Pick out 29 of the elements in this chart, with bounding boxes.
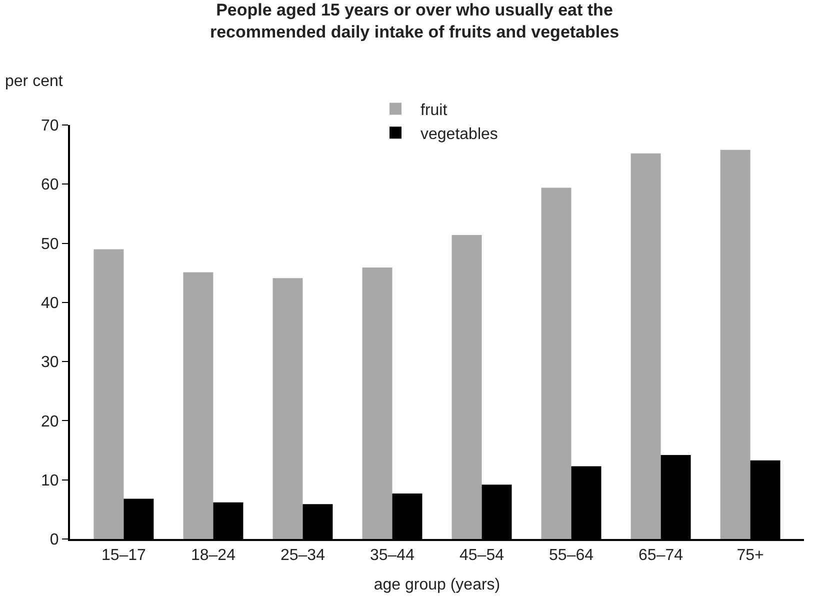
chart-title: People aged 15 years or over who usually eat the recommended daily intake of fruits and vegetables <box>210 0 620 42</box>
x-axis-title: age group (years) <box>374 576 500 594</box>
bar <box>452 235 482 539</box>
y-tick-label: 60 <box>41 176 59 194</box>
legend-label: fruit <box>420 102 448 120</box>
x-tick-label: 45–54 <box>460 547 504 564</box>
y-tick-label: 30 <box>41 354 59 372</box>
y-tick-label: 0 <box>50 532 59 549</box>
x-tick-label: 35–44 <box>370 547 415 564</box>
y-tick-label: 20 <box>41 413 59 430</box>
y-tick-label: 40 <box>41 295 59 312</box>
bar <box>183 272 214 539</box>
y-tick-label: 10 <box>41 472 59 490</box>
bar <box>541 188 572 539</box>
x-tick-label: 25–34 <box>280 547 326 564</box>
x-tick-label: 18–24 <box>190 547 236 564</box>
bar <box>362 268 392 539</box>
bar <box>630 153 661 539</box>
x-tick-label: 65–74 <box>638 547 684 564</box>
x-tick-label: 15–17 <box>101 547 146 564</box>
y-tick-label: 50 <box>41 236 59 253</box>
y-tick-label: 70 <box>41 118 59 135</box>
bar <box>94 249 124 539</box>
legend-label: vegetables <box>420 126 498 143</box>
x-tick-label: 55–64 <box>549 547 594 564</box>
y-axis-title: per cent <box>5 73 64 90</box>
bar <box>272 278 303 539</box>
bar <box>720 150 750 539</box>
x-tick-label: 75+ <box>736 547 764 564</box>
